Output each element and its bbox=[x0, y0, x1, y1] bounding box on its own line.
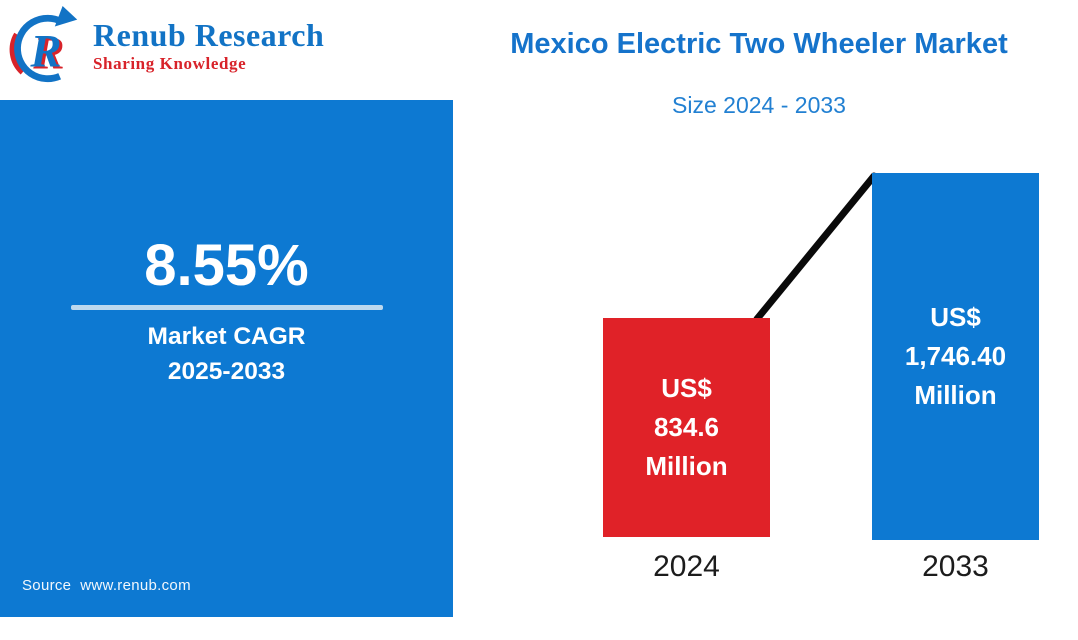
logo-blue-arc bbox=[14, 14, 64, 83]
bar-2024-label-line2: 834.6 bbox=[653, 412, 720, 442]
bar-2033-label-line3: Million bbox=[914, 380, 997, 410]
bar-2024-label: US$ 834.6 Million bbox=[645, 369, 727, 486]
logo-tagline: Sharing Knowledge bbox=[93, 53, 247, 73]
page-title: Mexico Electric Two Wheeler Market bbox=[510, 28, 1008, 60]
bar-2033-label-line2: 1,746.40 bbox=[904, 341, 1007, 371]
header: Mexico Electric Two Wheeler Market Size … bbox=[440, 27, 1078, 119]
logo-arrowhead-icon bbox=[54, 6, 78, 27]
cagr-panel: 8.55% Market CAGR 2025-2033 Source www.r… bbox=[0, 100, 453, 617]
source-text: Source www.renub.com bbox=[22, 577, 191, 594]
cagr-label: Market CAGR bbox=[147, 322, 306, 350]
logo-name: Renub Research bbox=[93, 17, 325, 54]
bar-2033-label: US$ 1,746.40 Million bbox=[905, 298, 1006, 415]
bar-2024-label-line1: US$ bbox=[661, 373, 712, 403]
renub-logo-icon: R R bbox=[9, 6, 78, 83]
cagr-content: 8.55% Market CAGR 2025-2033 bbox=[0, 234, 453, 389]
growth-arrow-line bbox=[753, 172, 878, 323]
bar-2033-label-line1: US$ bbox=[930, 302, 981, 332]
page-subtitle: Size 2024 - 2033 bbox=[672, 91, 846, 118]
bar-2024-label-line3: Million bbox=[645, 451, 728, 481]
cagr-value: 8.55% bbox=[144, 233, 309, 298]
logo-monogram: R bbox=[29, 25, 61, 77]
logo-red-arc bbox=[9, 32, 25, 75]
axis-label-2033: 2033 bbox=[922, 550, 989, 583]
axis-label-2024: 2024 bbox=[653, 550, 720, 583]
logo-text: Renub Research Sharing Knowledge bbox=[93, 18, 324, 74]
cagr-period: 2025-2033 bbox=[167, 357, 286, 385]
cagr-underline-divider bbox=[70, 304, 383, 310]
bar-2033: US$ 1,746.40 Million bbox=[872, 173, 1039, 540]
logo: R R Renub Research Sharing Knowledge bbox=[8, 5, 324, 87]
logo-monogram-shadow: R bbox=[32, 27, 64, 79]
bar-2024: US$ 834.6 Million bbox=[603, 318, 770, 537]
